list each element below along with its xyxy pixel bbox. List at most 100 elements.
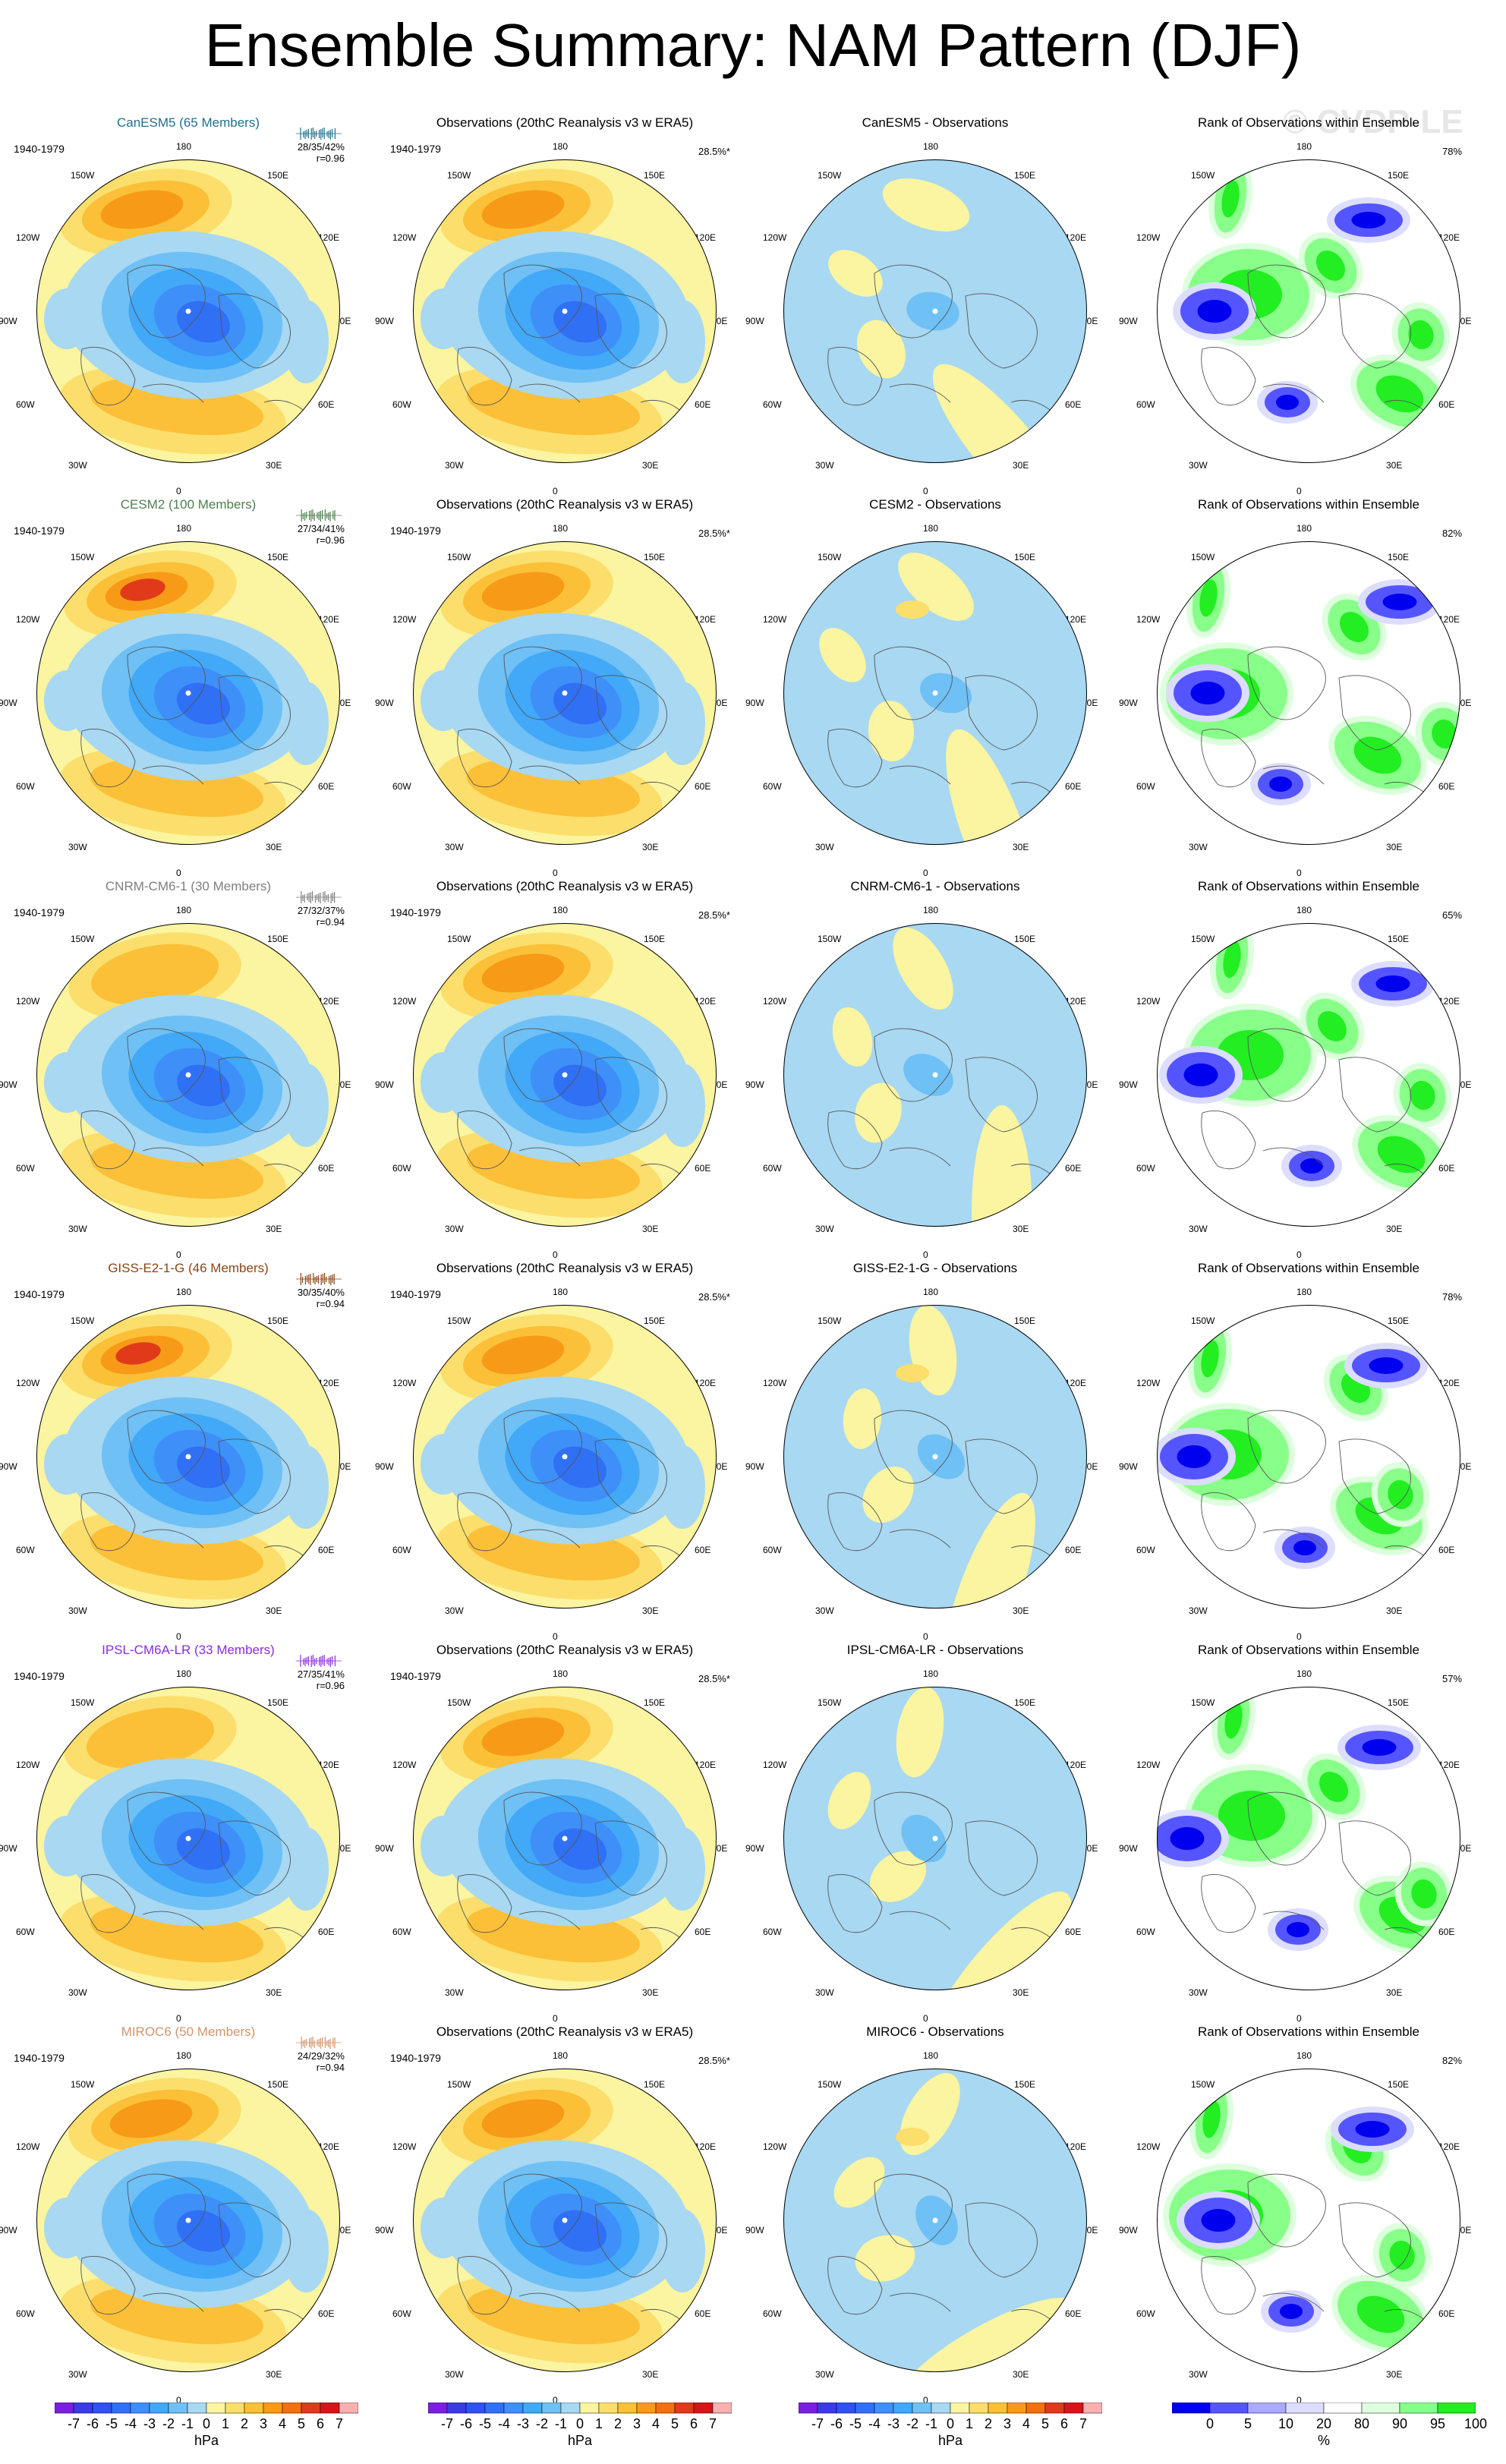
longitude-label: 180 [176, 1287, 192, 1297]
panel-rank-3: Rank of Observations within Ensemble 78% 1… [1119, 1241, 1497, 1642]
longitude-label: 30W [68, 1605, 87, 1616]
longitude-label: 150W [447, 1315, 471, 1326]
longitude-label: 0 [553, 2013, 558, 2024]
longitude-label: 30W [445, 2369, 464, 2380]
polar-map [413, 2069, 717, 2372]
longitude-label: 120W [16, 1760, 40, 1770]
polar-map [783, 541, 1087, 845]
colorbar-unit: hPa [567, 2433, 593, 2448]
longitude-label: 0 [923, 868, 928, 878]
colorbar-tick-label: 1 [965, 2416, 974, 2431]
longitude-label: 150W [818, 552, 842, 562]
longitude-label: 90W [375, 316, 394, 326]
polar-map [413, 159, 717, 463]
page-title: Ensemble Summary: NAM Pattern (DJF) [204, 11, 1302, 79]
colorbar-tick-label: -6 [830, 2416, 843, 2431]
panel-title: Rank of Observations within Ensemble [1198, 1261, 1419, 1275]
longitude-label: 60W [763, 1545, 782, 1555]
panel-title: Rank of Observations within Ensemble [1198, 115, 1419, 130]
colorbar-tick-label: 1 [594, 2416, 603, 2431]
longitude-label: 60W [1136, 1545, 1155, 1555]
longitude-label: 30W [815, 2369, 834, 2380]
polar-map [413, 1305, 717, 1609]
colorbar-swatch [874, 2403, 894, 2414]
longitude-label: 0 [1296, 2395, 1302, 2406]
rank-percent: 65% [1442, 909, 1463, 921]
longitude-label: 90W [0, 2225, 17, 2236]
longitude-label: 180 [1296, 2050, 1312, 2061]
longitude-label: 180 [553, 1668, 569, 1679]
longitude-label: 120E [318, 232, 340, 243]
colorbar-swatch [598, 2403, 619, 2414]
longitude-label: 120E [1065, 1378, 1087, 1388]
longitude-label: 30W [68, 842, 87, 852]
colorbar-tick-label: 4 [1022, 2416, 1031, 2431]
panel-title: Observations (20thC Reanalysis v3 w ERA5… [436, 1643, 694, 1657]
longitude-label: 150W [71, 552, 95, 562]
colorbar-swatch [1285, 2403, 1325, 2414]
longitude-label: 90W [1119, 2225, 1138, 2236]
longitude-label: 90W [0, 316, 17, 326]
longitude-label: 60W [392, 1163, 411, 1174]
longitude-label: 150W [447, 2079, 471, 2090]
longitude-label: 150E [267, 170, 289, 181]
longitude-label: 60E [1065, 1545, 1082, 1555]
longitude-label: 150W [1191, 934, 1215, 944]
panel-title: Observations (20thC Reanalysis v3 w ERA5… [436, 879, 694, 893]
panel-title: CESM2 (100 Members) [120, 497, 257, 512]
longitude-label: 90W [1119, 316, 1138, 326]
longitude-label: 0 [923, 1249, 928, 1260]
colorbar-swatch [187, 2403, 207, 2414]
colorbar-tick-label: 6 [689, 2416, 698, 2431]
colorbar-tick-label: -4 [124, 2416, 137, 2431]
panel-rank-5: Rank of Observations within Ensemble 82% 1… [1119, 2005, 1497, 2406]
polar-map [36, 2069, 340, 2372]
longitude-label: 30E [1386, 2369, 1403, 2380]
longitude-label: 120E [695, 996, 717, 1007]
panel-model-2: CNRM-CM6-1 (30 Members) 1940-1979 27/32/37… [0, 859, 376, 1260]
longitude-label: 150W [447, 552, 471, 562]
longitude-label: 120E [1438, 996, 1460, 1007]
longitude-label: 60W [763, 1927, 782, 1937]
longitude-label: 30E [266, 1987, 282, 1998]
longitude-label: 120W [392, 614, 417, 625]
colorbar-unit: % [1317, 2433, 1330, 2448]
longitude-label: 60W [392, 1927, 411, 1937]
colorbar-swatch [799, 2403, 818, 2414]
colorbar-rank: 0 5 10 20 80 90 95 100% [1172, 2403, 1487, 2448]
polar-map [783, 923, 1087, 1227]
colorbar-tick-label: -5 [849, 2416, 862, 2431]
longitude-label: 30W [815, 460, 834, 471]
longitude-label: 90W [0, 1843, 17, 1854]
longitude-label: 60W [763, 2308, 782, 2319]
longitude-label: 150W [1191, 170, 1215, 181]
colorbar-tick-label: -3 [887, 2416, 900, 2431]
polar-map [413, 1687, 717, 1990]
colorbar-tick-label: 5 [1041, 2416, 1050, 2431]
longitude-label: 60W [16, 399, 35, 410]
rank-percent: 78% [1442, 146, 1463, 157]
colorbar-tick-label: 0 [575, 2416, 584, 2431]
longitude-label: 60W [392, 1545, 411, 1555]
longitude-label: 120E [1438, 614, 1460, 625]
longitude-label: 90W [0, 698, 17, 708]
polar-map [1157, 541, 1460, 845]
variance-explained: 28.5%* [698, 2055, 730, 2066]
panel-title: MIROC6 (50 Members) [121, 2024, 256, 2039]
colorbar-swatch [636, 2403, 657, 2414]
longitude-label: 30W [1189, 842, 1208, 852]
longitude-label: 120W [1136, 2141, 1161, 2152]
pattern-stats: 30/35/40% r=0.94 [297, 1287, 345, 1309]
longitude-label: 30W [815, 842, 834, 852]
variance-explained: 28.5%* [698, 1673, 730, 1684]
longitude-label: 150W [1191, 1315, 1215, 1326]
longitude-label: 60E [318, 1163, 335, 1174]
longitude-label: 90W [375, 2225, 394, 2236]
longitude-label: 90W [1119, 1461, 1138, 1472]
longitude-label: 90W [745, 1461, 764, 1472]
panel-obs-2: Observations (20thC Reanalysis v3 w ERA5… [375, 859, 753, 1260]
longitude-label: 0 [553, 1249, 558, 1260]
colorbar-swatch [522, 2403, 543, 2414]
panel-title: CNRM-CM6-1 (30 Members) [105, 879, 272, 893]
longitude-label: 90W [375, 698, 394, 708]
